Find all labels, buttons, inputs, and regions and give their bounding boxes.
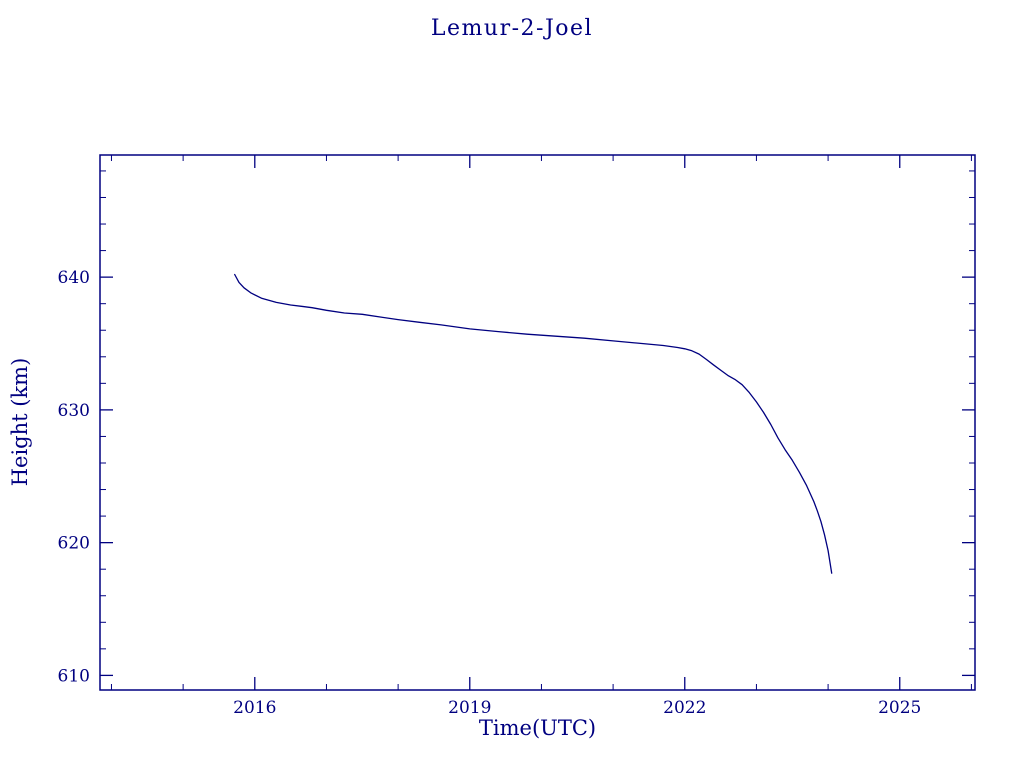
y-tick-label: 640 — [58, 268, 90, 288]
y-tick-label: 630 — [58, 401, 90, 421]
y-tick-label: 610 — [58, 666, 90, 686]
x-tick-label: 2022 — [663, 698, 706, 718]
x-tick-label: 2025 — [878, 698, 921, 718]
chart-title: Lemur-2-Joel — [430, 16, 594, 41]
y-tick-label: 620 — [58, 534, 90, 554]
x-tick-label: 2019 — [448, 698, 491, 718]
plot-frame — [99, 154, 976, 691]
data-line — [234, 273, 833, 574]
x-axis-label: Time(UTC) — [478, 716, 597, 740]
x-tick-label: 2016 — [233, 698, 276, 718]
